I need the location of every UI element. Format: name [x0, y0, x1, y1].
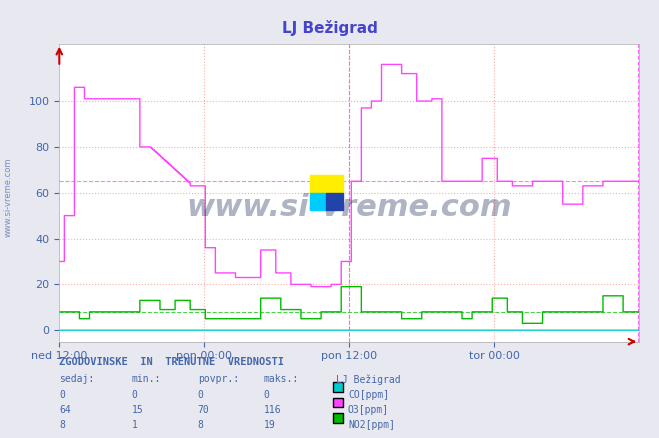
Text: 0: 0: [59, 390, 65, 400]
Text: CO[ppm]: CO[ppm]: [348, 390, 389, 400]
Text: 70: 70: [198, 405, 210, 415]
Text: min.:: min.:: [132, 374, 161, 385]
Text: ZGODOVINSKE  IN  TRENUTNE  VREDNOSTI: ZGODOVINSKE IN TRENUTNE VREDNOSTI: [59, 357, 284, 367]
Text: povpr.:: povpr.:: [198, 374, 239, 385]
Text: 0: 0: [264, 390, 270, 400]
Text: www.si-vreme.com: www.si-vreme.com: [186, 193, 512, 222]
Text: 64: 64: [59, 405, 71, 415]
Text: 0: 0: [132, 390, 138, 400]
Text: O3[ppm]: O3[ppm]: [348, 405, 389, 415]
Text: www.si-vreme.com: www.si-vreme.com: [3, 157, 13, 237]
Text: 0: 0: [198, 390, 204, 400]
Bar: [310, 193, 326, 210]
Bar: [326, 175, 343, 193]
Text: NO2[ppm]: NO2[ppm]: [348, 420, 395, 431]
Bar: [310, 175, 326, 193]
Bar: [326, 193, 343, 210]
Text: 116: 116: [264, 405, 281, 415]
Text: 8: 8: [59, 420, 65, 431]
Text: 1: 1: [132, 420, 138, 431]
Text: 8: 8: [198, 420, 204, 431]
Text: maks.:: maks.:: [264, 374, 299, 385]
Text: 15: 15: [132, 405, 144, 415]
Text: LJ Bežigrad: LJ Bežigrad: [336, 374, 401, 385]
Text: sedaj:: sedaj:: [59, 374, 94, 385]
Text: 19: 19: [264, 420, 275, 431]
Text: LJ Bežigrad: LJ Bežigrad: [281, 20, 378, 36]
